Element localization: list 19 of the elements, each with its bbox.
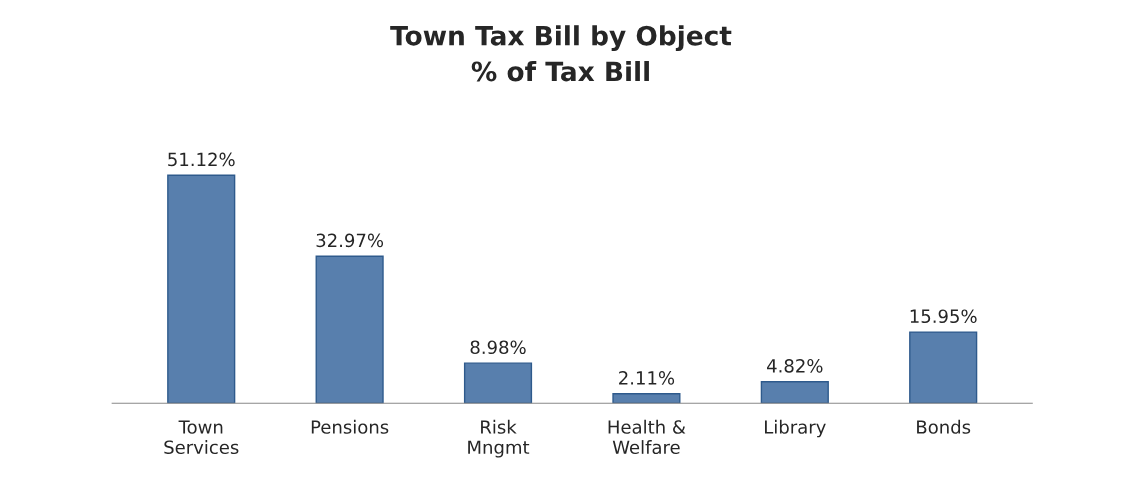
x-tick-label: Bonds bbox=[917, 419, 971, 434]
bar bbox=[612, 393, 681, 404]
x-tick-label: Town Services bbox=[164, 420, 239, 455]
x-tick-label: Library bbox=[765, 419, 826, 438]
data-label: 2.11% bbox=[619, 371, 675, 385]
x-tick-label: Risk Mngmt bbox=[468, 419, 530, 458]
bar bbox=[760, 381, 829, 404]
data-label: 8.98% bbox=[470, 340, 526, 355]
bar bbox=[315, 255, 384, 404]
data-label: 15.95% bbox=[910, 309, 977, 324]
bar bbox=[167, 174, 236, 404]
chart-title: Town Tax Bill by Object % of Tax Bill bbox=[390, 25, 732, 82]
bar bbox=[909, 331, 978, 404]
x-tick-label: Pensions bbox=[311, 419, 389, 434]
data-label: 4.82% bbox=[767, 359, 823, 373]
x-tick-label: Health & Welfare bbox=[608, 419, 686, 455]
data-label: 32.97% bbox=[316, 233, 384, 248]
data-label: 51.12% bbox=[168, 152, 235, 167]
bar bbox=[463, 362, 533, 404]
